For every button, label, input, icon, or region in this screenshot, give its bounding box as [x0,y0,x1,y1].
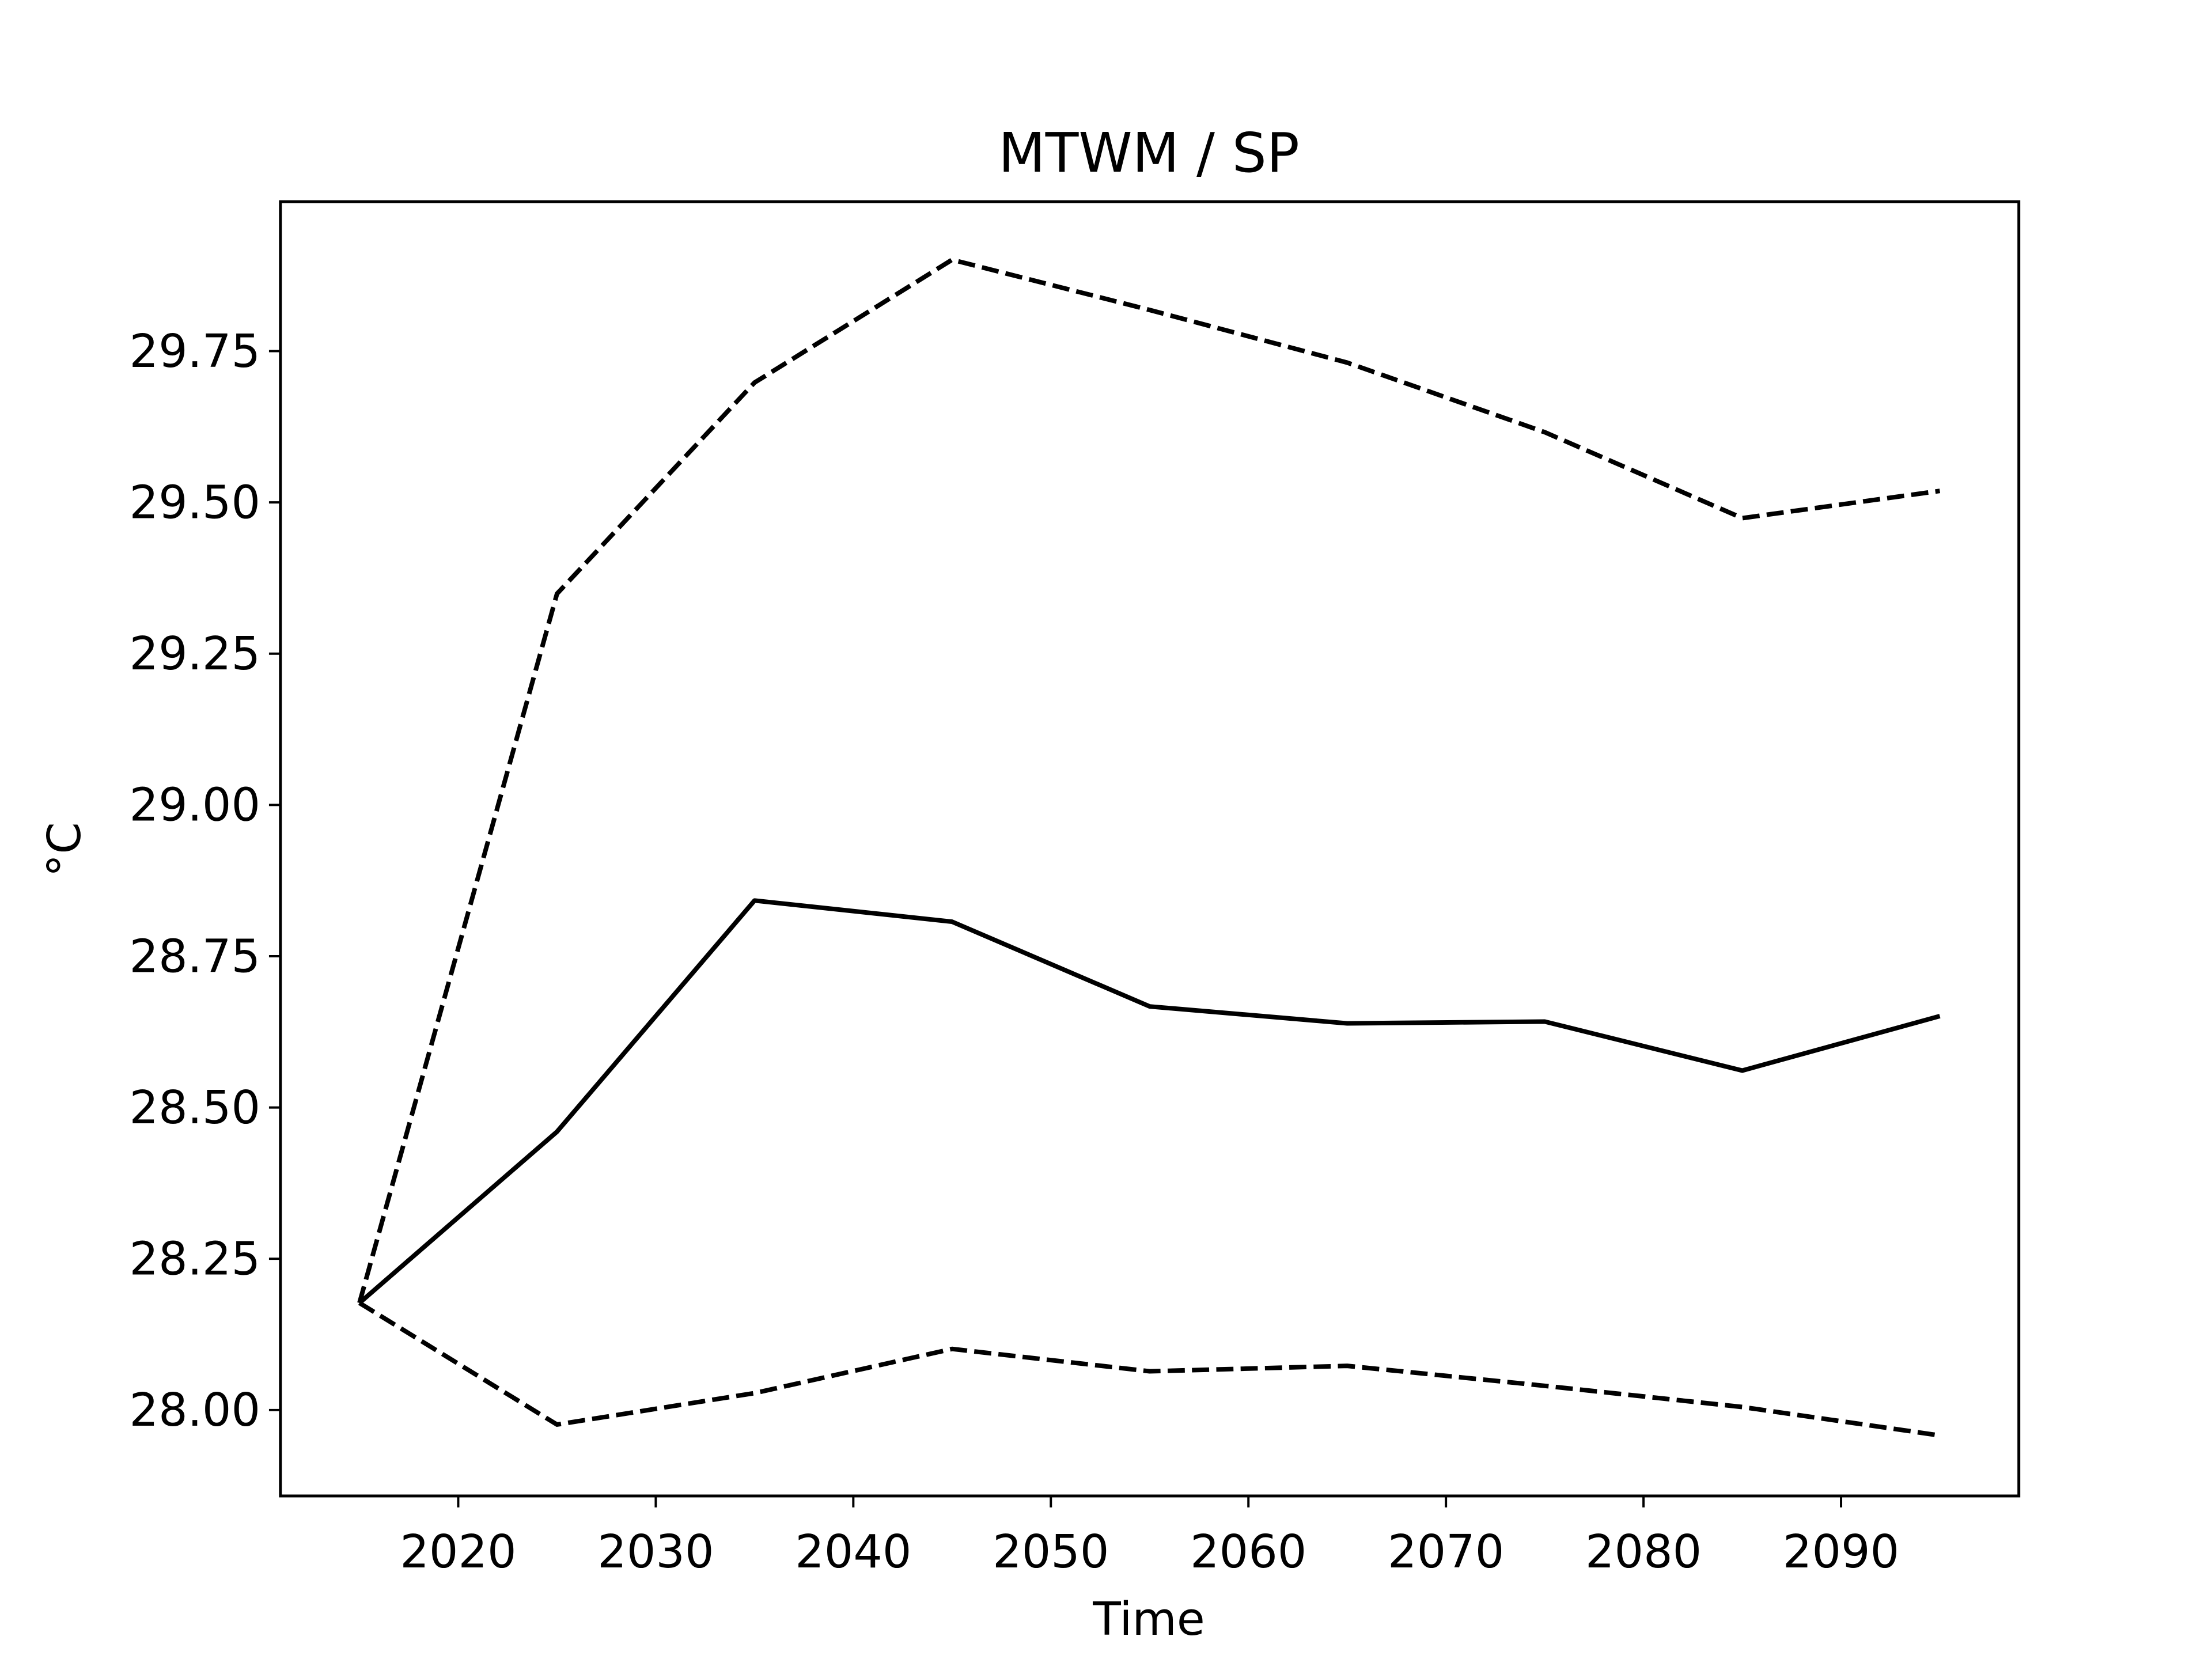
x-tick-label: 2080 [1585,1525,1702,1578]
y-axis-label: °C [37,822,91,877]
x-tick-label: 2030 [597,1525,714,1578]
plot-frame [279,200,2021,1498]
x-tick-label: 2090 [1783,1525,1899,1578]
y-tick-label: 29.50 [130,475,261,529]
x-axis-label: Time [1092,1592,1205,1646]
y-tick-label: 28.50 [130,1081,261,1134]
y-tick-label: 29.00 [130,778,261,832]
data-line [357,257,1941,1304]
x-tick-label: 2070 [1388,1525,1504,1578]
x-tick-label: 2050 [993,1525,1109,1578]
data-line [358,898,1941,1305]
x-tick-label: 2040 [795,1525,911,1578]
y-tick-label: 28.75 [130,929,261,983]
y-tick-label: 29.75 [130,324,261,378]
y-tick-label: 28.25 [130,1232,261,1286]
data-line [358,1301,1941,1438]
y-tick-label: 28.00 [130,1383,261,1437]
y-tick-label: 29.25 [130,627,261,680]
x-tick-label: 2060 [1190,1525,1306,1578]
x-tick-label: 2020 [400,1525,516,1578]
chart-title: MTWM / SP [998,122,1299,185]
